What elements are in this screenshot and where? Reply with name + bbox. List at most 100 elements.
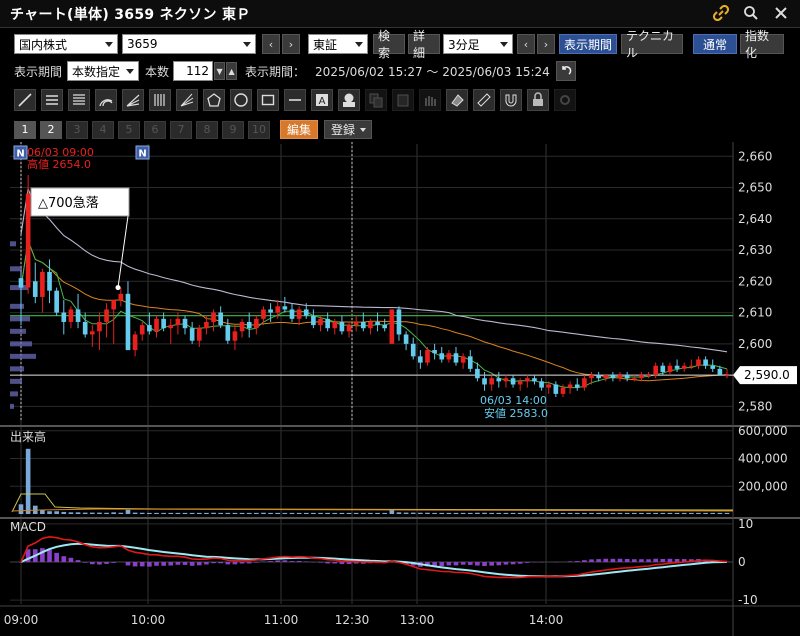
text-tool-icon[interactable]: A [311, 89, 333, 111]
link-icon[interactable] [712, 4, 730, 22]
icon-tool-icon[interactable] [338, 89, 360, 111]
layout-tab-8[interactable]: 8 [196, 120, 218, 139]
macd-histogram-bar [40, 548, 45, 562]
volume-tick-label: 200,000 [738, 479, 788, 493]
candle-body [639, 375, 644, 379]
normal-mode-button[interactable]: 通常 [693, 34, 737, 54]
candle-body [175, 318, 181, 326]
candle-body [489, 378, 494, 385]
macd-histogram-bar [139, 562, 145, 567]
macd-histogram-bar [525, 562, 530, 563]
layout-toolbar: 1 2 3 4 5 6 7 8 9 10 編集 登録 [0, 120, 800, 139]
candle-body [254, 318, 259, 329]
technical-button[interactable]: テクニカル [621, 29, 683, 60]
hand-tool-icon[interactable] [419, 89, 441, 111]
candle-body [204, 321, 209, 329]
ruled-lines-tool-icon[interactable] [68, 89, 90, 111]
volume-bar [154, 512, 159, 514]
volume-bar [489, 512, 494, 514]
hline-tool-icon[interactable] [284, 89, 306, 111]
prev-period-button[interactable]: ‹ [517, 34, 535, 54]
circle-tool-icon[interactable] [230, 89, 252, 111]
market-select[interactable]: 国内株式 [14, 34, 118, 54]
layout-tab-9[interactable]: 9 [222, 120, 244, 139]
price-tick-label: 2,610 [738, 306, 772, 320]
copy-tool-icon[interactable] [365, 89, 387, 111]
horizontal-lines-tool-icon[interactable] [41, 89, 63, 111]
index-mode-button[interactable]: 指数化 [740, 29, 784, 60]
vertical-lines-tool-icon[interactable] [149, 89, 171, 111]
search-icon[interactable] [742, 4, 760, 22]
macd-histogram-bar [239, 562, 245, 564]
candle-body [382, 325, 388, 329]
next-period-button[interactable]: › [537, 34, 555, 54]
layout-tab-3[interactable]: 3 [66, 120, 88, 139]
volume-bar [396, 512, 402, 514]
line-tool-icon[interactable] [14, 89, 36, 111]
layout-tab-2[interactable]: 2 [40, 120, 62, 139]
candle-body [339, 321, 345, 332]
prev-code-button[interactable]: ‹ [262, 34, 280, 54]
count-label: 本数 [145, 64, 170, 79]
gann-fan-tool-icon[interactable] [176, 89, 198, 111]
count-input[interactable]: 112 [173, 61, 214, 81]
candle-body [646, 375, 651, 377]
magnet-tool-icon[interactable] [500, 89, 522, 111]
rectangle-tool-icon[interactable] [257, 89, 279, 111]
macd-histogram-bar [254, 562, 259, 563]
detail-button[interactable]: 詳細 [408, 29, 440, 60]
macd-histogram-bar [332, 562, 338, 564]
volume-bar [168, 512, 174, 514]
register-dropdown[interactable]: 登録 [324, 120, 372, 139]
count-down-button[interactable]: ▼ [214, 62, 226, 80]
layout-tab-5[interactable]: 5 [118, 120, 140, 139]
layout-tab-7[interactable]: 7 [170, 120, 192, 139]
display-period-button[interactable]: 表示期間 [559, 34, 617, 54]
volume-bar [75, 512, 81, 514]
lock-tool-icon[interactable] [527, 89, 549, 111]
code-select[interactable]: 3659 [122, 34, 256, 54]
paste-tool-icon[interactable] [392, 89, 414, 111]
volume-bar [660, 512, 666, 514]
layout-tab-4[interactable]: 4 [92, 120, 114, 139]
pentagon-tool-icon[interactable] [203, 89, 225, 111]
layout-tab-10[interactable]: 10 [248, 120, 270, 139]
layout-tab-6[interactable]: 6 [144, 120, 166, 139]
period-mode-select[interactable]: 本数指定 [67, 61, 140, 81]
macd-histogram-bar [68, 557, 74, 562]
next-code-button[interactable]: › [282, 34, 300, 54]
ruler-tool-icon[interactable] [473, 89, 495, 111]
close-icon[interactable] [772, 4, 790, 22]
candle-body [125, 293, 131, 351]
fan-arc-tool-icon[interactable] [95, 89, 117, 111]
candle-body [439, 353, 445, 360]
count-up-button[interactable]: ▲ [226, 62, 238, 80]
settings-tool-icon[interactable] [554, 89, 576, 111]
fan-lines-tool-icon[interactable] [122, 89, 144, 111]
candle-body [560, 387, 566, 394]
search-button[interactable]: 検索 [373, 29, 405, 60]
volume-bar [496, 512, 502, 514]
macd-histogram-bar [175, 562, 181, 565]
candle-body [418, 356, 423, 363]
exchange-select[interactable]: 東証 [308, 34, 368, 54]
chart-area[interactable]: 2,660 2,650 2,640 2,630 2,620 2,610 2,600 2,590… [0, 142, 800, 636]
volume-profile-bar [10, 303, 24, 309]
candle-body [368, 321, 373, 329]
volume-bar [332, 512, 338, 514]
reset-period-button[interactable] [555, 61, 576, 81]
candle-body [360, 321, 366, 329]
macd-histogram-bar [510, 562, 516, 565]
time-tick-label: 10:00 [131, 613, 166, 627]
volume-bar [610, 512, 616, 514]
edit-button[interactable]: 編集 [280, 120, 318, 139]
candle-body [303, 309, 309, 316]
volume-bar [104, 512, 109, 514]
interval-select[interactable]: 3分足 [443, 34, 513, 54]
candle-body [147, 325, 152, 332]
volume-bar [517, 512, 523, 514]
volume-bar [225, 512, 231, 514]
eraser-tool-icon[interactable] [446, 89, 468, 111]
volume-bar [182, 512, 188, 514]
layout-tab-1[interactable]: 1 [14, 120, 36, 139]
